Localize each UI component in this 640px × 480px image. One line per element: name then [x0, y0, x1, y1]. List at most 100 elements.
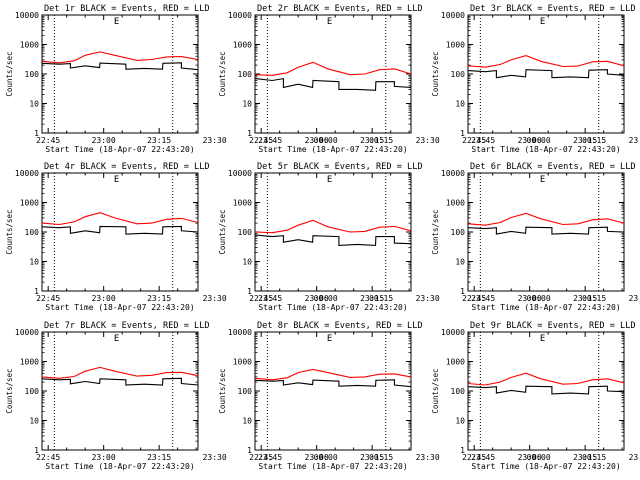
events-series-line: [254, 77, 412, 91]
y-tick-label: 10000: [228, 11, 252, 20]
chart-title: Det 9r BLACK = Events, RED = LLD: [470, 321, 636, 331]
x-tick-label: 23:15: [573, 453, 597, 462]
y-tick-label: 10000: [15, 169, 39, 178]
x-tick-label: 23:15: [147, 453, 171, 462]
lld-series-line: [41, 51, 199, 64]
events-series-line: [467, 226, 625, 235]
x-tick-label: 00:15: [582, 453, 606, 462]
x-tick-label: 23:45: [471, 294, 495, 303]
x-tick-label: 23:00: [92, 453, 116, 462]
x-tick-label: 23:00: [518, 453, 542, 462]
y-tick-label: 1: [460, 129, 465, 138]
x-tick-label: 23:15: [147, 136, 171, 145]
x-tick-label: 23:15: [573, 136, 597, 145]
lld-series-line: [254, 219, 412, 234]
y-tick-label: 10: [455, 258, 465, 267]
chart-title: Det 4r BLACK = Events, RED = LLD: [44, 162, 210, 172]
chart-panel: Det 3r BLACK = Events, RED = LLD 1 10 100 10…: [431, 4, 640, 154]
chart-panel: Det 7r BLACK = Events, RED = LLD11010010…: [5, 321, 393, 471]
x-tick-label: 23:15: [360, 294, 384, 303]
y-tick-label: 10000: [441, 11, 465, 20]
y-axis-label: Counts/sec: [431, 209, 440, 254]
y-tick-label: 1000: [233, 199, 252, 208]
corner-marker: E: [327, 334, 332, 344]
corner-marker: E: [540, 334, 545, 344]
x-tick-label: 23:45: [471, 453, 495, 462]
x-axis-label: Start Time (18-Apr-07 22:43:20): [45, 303, 194, 312]
x-tick-label: 00:15: [369, 136, 393, 145]
events-series-line: [254, 379, 412, 388]
x-tick-label: 23:30: [203, 453, 227, 462]
x-tick-label: 23:30: [629, 136, 640, 145]
x-axis-label: Start Time (18-Apr-07 22:43:20): [45, 462, 194, 471]
x-tick-label: 23:30: [629, 453, 640, 462]
y-tick-label: 100: [238, 228, 253, 237]
y-tick-label: 1: [34, 129, 39, 138]
x-tick-label: 23:30: [203, 136, 227, 145]
corner-marker: E: [540, 175, 545, 185]
chart-title: Det 7r BLACK = Events, RED = LLD: [44, 321, 210, 331]
x-tick-label: 22:45: [249, 294, 273, 303]
x-tick-label: 00:15: [582, 136, 606, 145]
y-tick-label: 1: [34, 446, 39, 455]
events-series-line: [467, 69, 625, 79]
y-tick-label: 100: [238, 387, 253, 396]
plot-frame: [254, 331, 412, 451]
events-series-line: [41, 377, 199, 386]
x-tick-label: 23:00: [92, 136, 116, 145]
y-tick-label: 10000: [15, 11, 39, 20]
y-tick-label: 1000: [20, 358, 39, 367]
y-tick-label: 1: [247, 129, 252, 138]
x-tick-label: 00:00: [527, 453, 551, 462]
plot-frame: [41, 172, 199, 292]
events-series-line: [254, 234, 412, 246]
chart-panel: Det 8r BLACK = Events, RED = LLD11010010…: [218, 321, 606, 471]
corner-marker: E: [114, 175, 119, 185]
x-tick-label: 23:45: [258, 136, 282, 145]
corner-marker: E: [540, 17, 545, 27]
x-tick-label: 22:45: [36, 136, 60, 145]
x-tick-label: 00:00: [314, 453, 338, 462]
x-axis-label: Start Time (18-Apr-07 22:43:20): [258, 145, 407, 154]
corner-marker: E: [327, 175, 332, 185]
x-tick-label: 23:30: [416, 294, 440, 303]
x-tick-label: 22:45: [462, 294, 486, 303]
y-tick-label: 1000: [446, 199, 465, 208]
y-tick-label: 1: [247, 287, 252, 296]
y-tick-label: 10: [242, 417, 252, 426]
lld-series-line: [467, 372, 625, 386]
x-tick-label: 23:00: [92, 294, 116, 303]
x-tick-label: 23:45: [471, 136, 495, 145]
chart-panel: Det 2r BLACK = Events, RED = LLD11010010…: [218, 4, 606, 154]
chart-panel: Det 1r BLACK = Events, RED = LLD11010010…: [5, 4, 393, 154]
y-tick-label: 10: [29, 258, 39, 267]
corner-marker: E: [327, 17, 332, 27]
x-tick-label: 22:45: [36, 453, 60, 462]
y-tick-label: 100: [25, 228, 40, 237]
x-tick-label: 23:30: [416, 453, 440, 462]
x-tick-label: 22:45: [249, 136, 273, 145]
x-tick-label: 23:45: [258, 294, 282, 303]
x-tick-label: 23:00: [518, 294, 542, 303]
y-tick-label: 10000: [228, 328, 252, 337]
y-tick-label: 100: [25, 387, 40, 396]
y-tick-label: 1000: [446, 358, 465, 367]
x-tick-label: 23:00: [305, 136, 329, 145]
chart-title: Det 5r BLACK = Events, RED = LLD: [257, 162, 423, 172]
y-tick-label: 10: [455, 100, 465, 109]
lld-series-line: [254, 368, 412, 381]
x-tick-label: 23:15: [147, 294, 171, 303]
x-tick-label: 23:00: [305, 453, 329, 462]
y-tick-label: 10: [242, 258, 252, 267]
x-tick-label: 00:00: [314, 294, 338, 303]
x-tick-label: 00:00: [314, 136, 338, 145]
y-tick-label: 10000: [441, 328, 465, 337]
x-axis-label: Start Time (18-Apr-07 22:43:20): [258, 462, 407, 471]
chart-title: Det 6r BLACK = Events, RED = LLD: [470, 162, 636, 172]
y-axis-label: Counts/sec: [431, 368, 440, 413]
y-tick-label: 1: [247, 446, 252, 455]
y-tick-label: 1: [34, 287, 39, 296]
x-tick-label: 23:30: [629, 294, 640, 303]
lld-series-line: [254, 61, 412, 76]
